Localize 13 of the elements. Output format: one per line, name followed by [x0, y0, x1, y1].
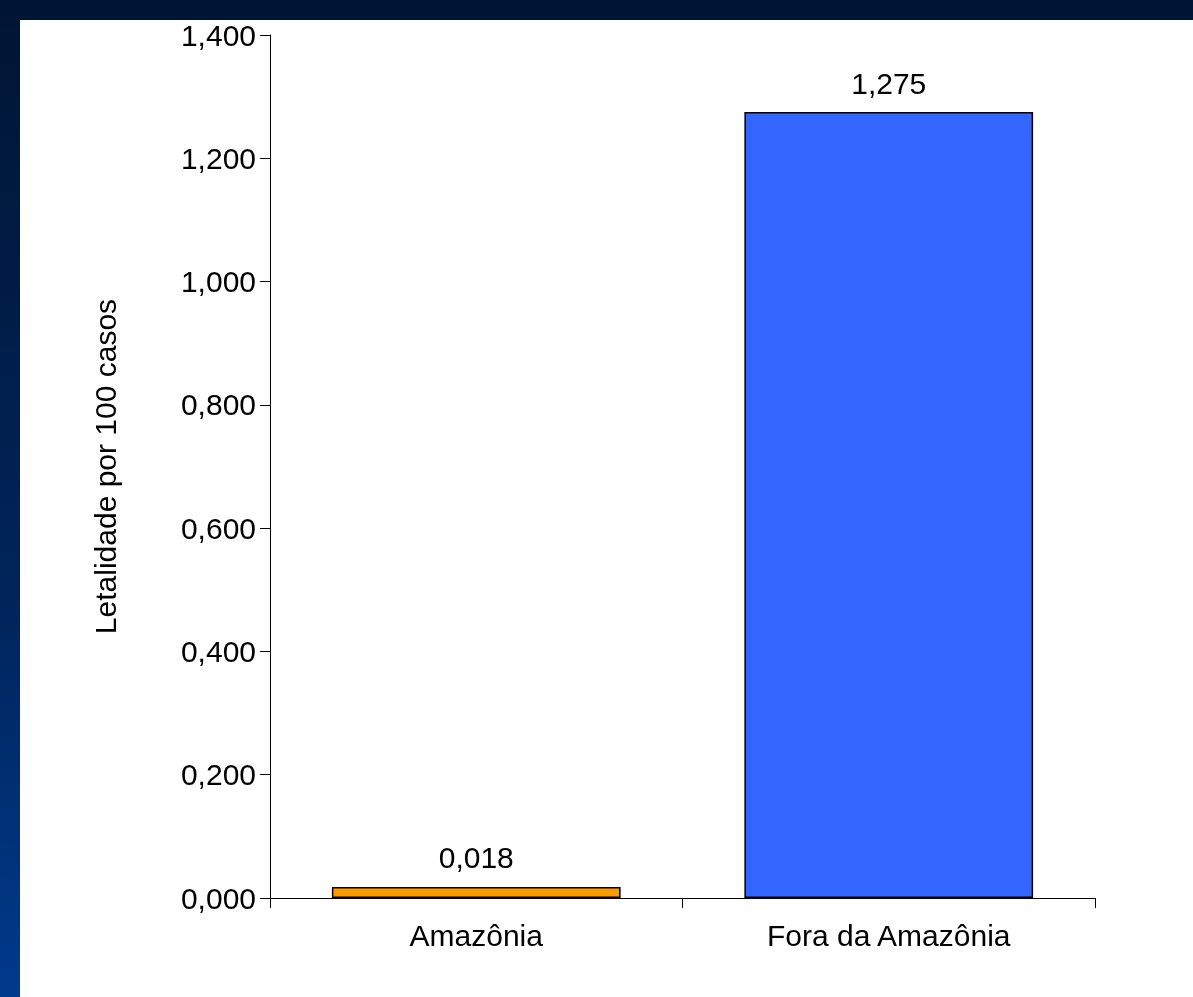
- data-label: 0,018: [438, 841, 514, 875]
- y-tick-label: 0,800: [180, 388, 256, 422]
- y-tick-label: 1,000: [180, 265, 256, 299]
- y-tick-label: 0,000: [180, 881, 256, 915]
- y-tick-label: 1,400: [180, 18, 256, 52]
- x-tick-label: Fora da Amazônia: [767, 918, 1011, 952]
- y-tick-label: 0,400: [180, 634, 256, 668]
- y-tick-label: 0,200: [180, 758, 256, 792]
- data-label: 1,275: [851, 66, 927, 100]
- y-tick-label: 0,600: [180, 511, 256, 545]
- y-tick-label: 1,200: [180, 141, 256, 175]
- y-axis-title: Letalidade por 100 casos: [88, 298, 122, 635]
- x-tick-label: Amazônia: [409, 918, 544, 952]
